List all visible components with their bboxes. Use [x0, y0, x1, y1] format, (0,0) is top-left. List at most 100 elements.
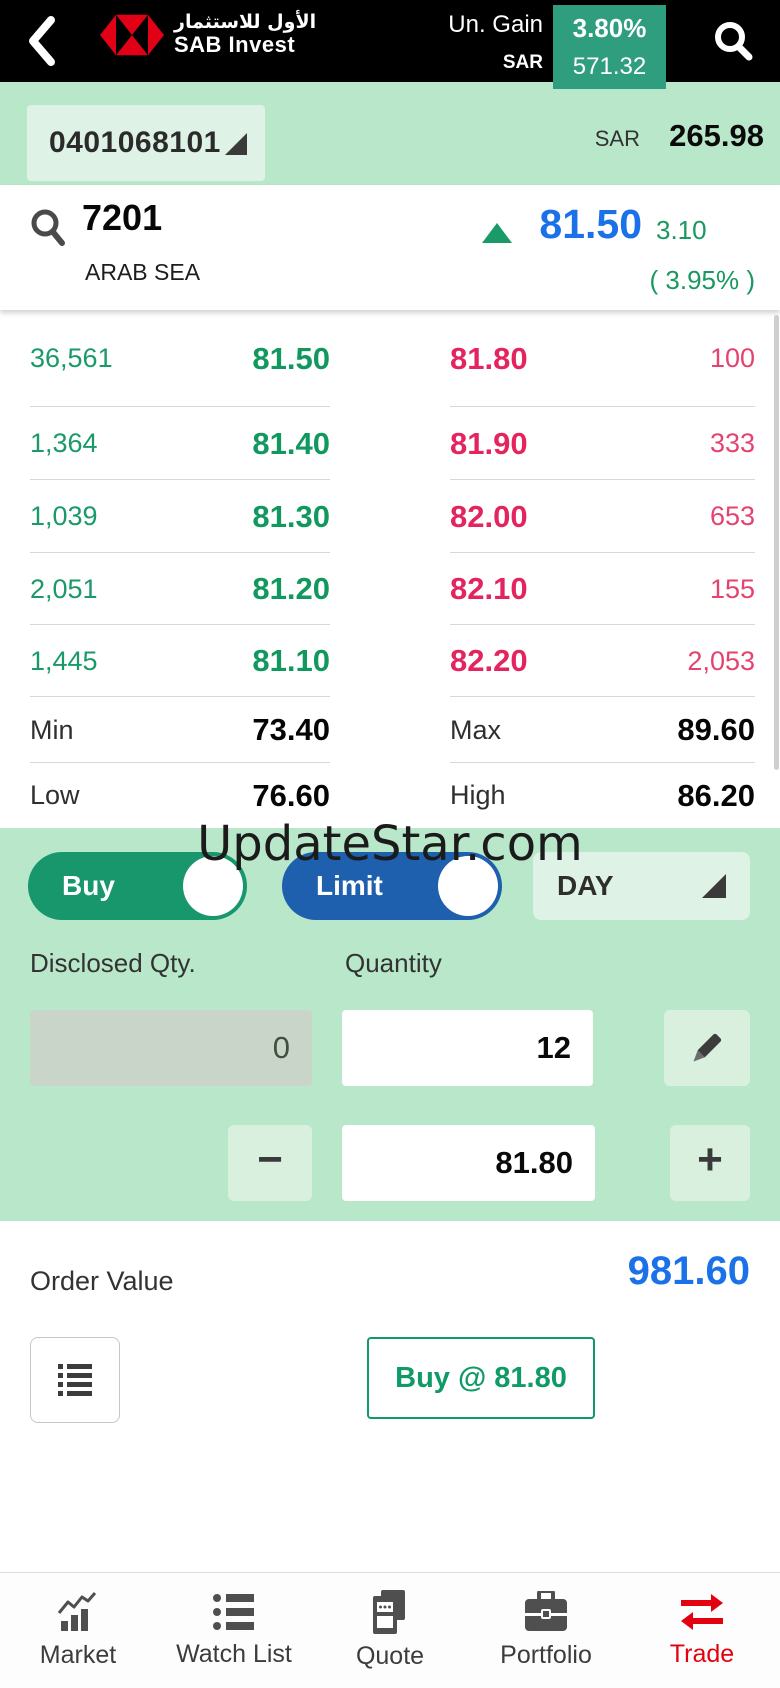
ask-price: 82.20	[450, 643, 528, 678]
submit-buy-label: Buy @ 81.80	[395, 1361, 567, 1394]
price-increment-button[interactable]: +	[670, 1125, 750, 1201]
disclosed-qty-label: Disclosed Qty.	[30, 948, 196, 978]
bid-price: 81.50	[252, 340, 330, 376]
nav-item-market[interactable]: Market	[0, 1573, 156, 1688]
order-type-toggle-limit[interactable]: Limit	[282, 852, 502, 920]
nav-item-quote[interactable]: Quote	[312, 1573, 468, 1688]
list-icon	[58, 1364, 92, 1396]
quantity-value: 12	[536, 1030, 571, 1065]
stat-value: 73.40	[252, 712, 330, 747]
stats-row: Low 76.60 High 86.20	[0, 763, 780, 828]
search-icon	[31, 209, 65, 246]
nav-item-watchlist[interactable]: Watch List	[156, 1573, 312, 1688]
stat-value: 86.20	[677, 777, 755, 813]
account-selector[interactable]: 0401068101	[27, 105, 265, 181]
ask-price: 82.10	[450, 571, 528, 606]
pencil-icon	[693, 1033, 722, 1062]
ask-qty: 155	[709, 573, 755, 604]
stat-label: Low	[30, 780, 80, 810]
quantity-field[interactable]: 12	[342, 1010, 593, 1086]
portfolio-briefcase-icon	[525, 1591, 567, 1631]
nav-label: Portfolio	[500, 1641, 592, 1669]
bottom-navigation: Market Watch List Quote Portfolio	[0, 1572, 780, 1688]
back-chevron-icon	[29, 16, 55, 66]
price-value: 81.80	[495, 1145, 573, 1180]
orderbook-row[interactable]: 2,051 81.20 82.10 155	[0, 553, 780, 625]
back-button[interactable]	[16, 14, 68, 68]
edit-quantity-button[interactable]	[664, 1010, 750, 1086]
balance-currency: SAR	[594, 126, 640, 151]
order-list-button[interactable]	[30, 1337, 120, 1423]
app-header: الأول للاستثمار SAB Invest Un. Gain SAR …	[0, 0, 780, 89]
stock-symbol: 7201	[82, 197, 163, 238]
orderbook-row[interactable]: 1,364 81.40 81.90 333	[0, 407, 780, 480]
order-value: 981.60	[627, 1249, 750, 1293]
nav-label: Market	[39, 1641, 117, 1669]
dropdown-triangle-icon	[702, 874, 726, 898]
ask-price: 81.80	[450, 340, 528, 376]
submit-buy-button[interactable]: Buy @ 81.80	[367, 1337, 595, 1419]
ask-qty: 653	[709, 501, 755, 531]
order-book: 36,561 81.50 81.80 100 1,364 81.40 81.90 333…	[0, 310, 780, 828]
watch-list-icon	[213, 1594, 254, 1630]
stat-value: 89.60	[677, 712, 755, 747]
account-number: 0401068101	[49, 126, 221, 159]
price-decrement-button[interactable]: −	[228, 1125, 312, 1201]
bid-price: 81.20	[252, 571, 330, 606]
bid-qty: 1,039	[30, 501, 98, 531]
validity-value: DAY	[557, 870, 614, 901]
side-toggle-buy[interactable]: Buy	[28, 852, 247, 920]
price-field[interactable]: 81.80	[342, 1125, 595, 1201]
price-change-percent: ( 3.95% )	[649, 265, 756, 295]
brand-name-arabic: الأول للاستثمار	[174, 11, 317, 34]
side-toggle-label: Buy	[62, 870, 115, 901]
nav-label: Watch List	[176, 1640, 292, 1668]
account-bar: 0401068101 SAR 265.98	[0, 82, 780, 185]
price-change: 3.10	[656, 215, 707, 245]
dropdown-triangle-icon	[225, 133, 247, 155]
symbol-search-button[interactable]	[28, 207, 68, 254]
market-chart-icon	[57, 1592, 97, 1631]
gain-summary-box: 3.80% 571.32	[553, 5, 666, 89]
ask-qty: 333	[709, 428, 755, 458]
nav-item-trade[interactable]: Trade	[624, 1573, 780, 1688]
sab-hexagon-icon	[100, 14, 164, 56]
toggle-knob	[183, 856, 243, 916]
stat-value: 76.60	[252, 777, 330, 813]
stat-label: High	[450, 780, 506, 810]
last-price: 81.50	[539, 201, 642, 247]
orderbook-row[interactable]: 1,039 81.30 82.00 653	[0, 480, 780, 553]
quantity-label: Quantity	[345, 948, 442, 978]
bid-qty: 1,364	[30, 428, 98, 458]
orderbook-row[interactable]: 36,561 81.50 81.80 100	[0, 310, 780, 407]
plus-icon: +	[697, 1135, 723, 1184]
nav-item-portfolio[interactable]: Portfolio	[468, 1573, 624, 1688]
ask-price: 81.90	[450, 425, 528, 461]
stock-name: ARAB SEA	[85, 259, 201, 285]
bid-qty: 36,561	[30, 343, 113, 373]
minus-icon: −	[257, 1135, 283, 1184]
orderbook-row[interactable]: 1,445 81.10 82.20 2,053	[0, 625, 780, 697]
stat-label: Min	[30, 714, 74, 745]
ask-qty: 2,053	[687, 645, 755, 676]
stat-label: Max	[450, 714, 502, 745]
ask-qty: 100	[709, 343, 755, 373]
bid-qty: 2,051	[30, 573, 98, 604]
header-search-button[interactable]	[702, 10, 764, 72]
trade-arrows-icon	[681, 1594, 723, 1630]
validity-dropdown[interactable]: DAY	[533, 852, 750, 920]
ask-price: 82.00	[450, 498, 528, 534]
gain-value: 571.32	[572, 52, 647, 80]
trade-panel: Buy Limit DAY Disclosed Qty. Quantity 0 …	[0, 828, 780, 1221]
disclosed-qty-field[interactable]: 0	[30, 1010, 312, 1086]
order-type-label: Limit	[316, 870, 383, 901]
unrealized-gain-label: Un. Gain	[448, 11, 543, 38]
scrollbar[interactable]	[774, 315, 779, 770]
bid-price: 81.10	[252, 643, 330, 678]
nav-label: Trade	[669, 1640, 735, 1668]
currency-label: SAR	[502, 52, 543, 73]
order-summary-section: Order Value 981.60 Buy @ 81.80	[0, 1221, 780, 1572]
search-icon	[715, 22, 753, 61]
order-value-label: Order Value	[30, 1266, 174, 1296]
brand-name-english: SAB Invest	[174, 32, 296, 58]
